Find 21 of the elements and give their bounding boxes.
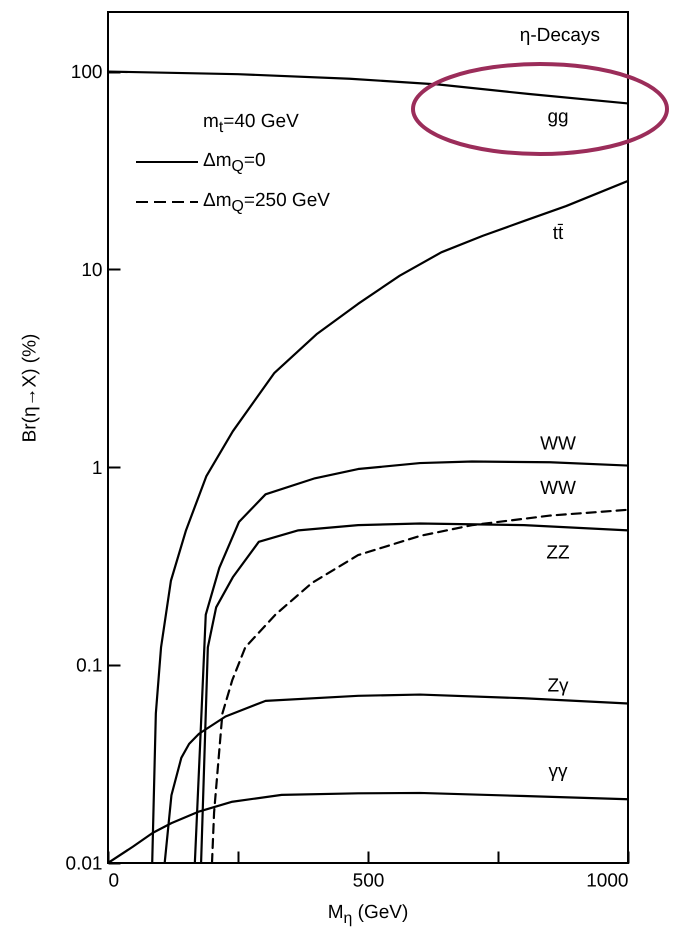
series-label: ZZ [546, 542, 570, 564]
y-tick-label: 0.1 [76, 656, 102, 677]
x-axis-title: M$_{η}$ (GeV) [328, 902, 408, 927]
y-tick-label: 100 [70, 62, 102, 84]
y-tick-label: 1 [92, 458, 102, 479]
series-label: tt̄ [552, 222, 564, 244]
series-label: WW [540, 478, 576, 499]
x-tick-label: 1000 [586, 870, 628, 892]
x-tick-label: 0 [108, 870, 120, 892]
annotation: η-Decays [520, 25, 600, 46]
y-axis-title: Br(η→X) (%) [20, 333, 40, 442]
annotation: Δm$_{Q}$=250 GeV [203, 190, 330, 215]
series-label: WW [540, 434, 576, 455]
series-label: γγ [548, 761, 568, 782]
series-label: gg [547, 106, 569, 128]
annotation: Δm$_{Q}$=0 [203, 150, 266, 175]
series-label: Zγ [547, 675, 570, 696]
y-tick-label: 0.01 [66, 854, 102, 874]
annotation: m$_{t}$=40 GeV [203, 111, 299, 136]
y-tick-label: 10 [81, 260, 102, 281]
x-tick-label: 500 [352, 870, 384, 892]
